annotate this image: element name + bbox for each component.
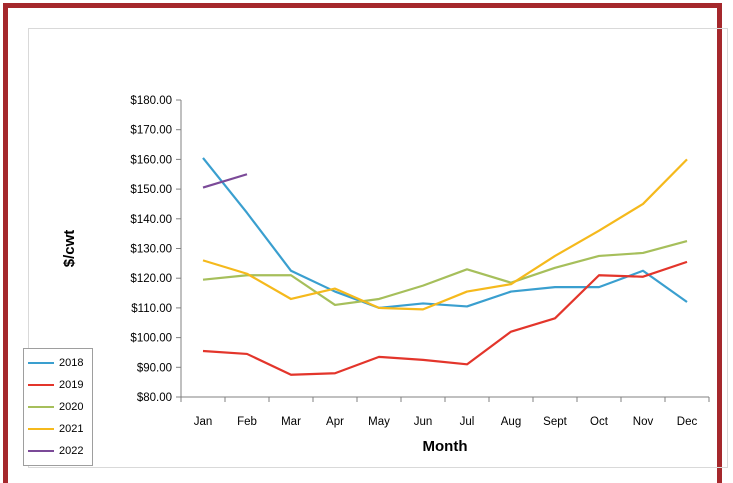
x-tick-label: Apr bbox=[326, 416, 344, 428]
legend-item-2021: 2021 bbox=[28, 419, 83, 439]
series-line-2018 bbox=[202, 157, 688, 309]
legend-label: 2022 bbox=[59, 445, 84, 457]
x-tick-label: Jun bbox=[414, 416, 433, 428]
y-tick-label: $160.00 bbox=[130, 154, 172, 166]
x-tick-label: Sept bbox=[543, 416, 567, 428]
y-tick-label: $170.00 bbox=[130, 125, 172, 137]
x-axis-title: Month bbox=[423, 438, 468, 455]
x-tick-label: Nov bbox=[633, 416, 654, 428]
y-axis-title: $/cwt bbox=[61, 230, 78, 268]
x-tick-label: Jan bbox=[194, 416, 213, 428]
y-tick-label: $150.00 bbox=[130, 184, 172, 196]
x-tick-label: Mar bbox=[281, 416, 301, 428]
x-tick-label: Dec bbox=[677, 416, 698, 428]
legend: 2018 2019 2020 2021 2022 bbox=[23, 348, 93, 466]
y-axis-ticks: $80.00 $90.00 $100.00 $110.00 $120.00 $130.00… bbox=[130, 95, 181, 404]
chart-frame bbox=[3, 3, 728, 483]
legend-item-2020: 2020 bbox=[28, 397, 83, 417]
y-tick-label: $80.00 bbox=[137, 392, 172, 404]
x-tick-label: Oct bbox=[590, 416, 609, 428]
legend-label: 2019 bbox=[59, 379, 84, 391]
legend-item-2018: 2018 bbox=[28, 353, 83, 373]
y-tick-label: $130.00 bbox=[130, 244, 172, 256]
y-tick-label: $110.00 bbox=[131, 303, 172, 315]
y-tick-label: $140.00 bbox=[130, 214, 172, 226]
legend-swatch bbox=[28, 362, 54, 364]
legend-swatch bbox=[28, 428, 54, 430]
series-lines bbox=[202, 157, 688, 376]
legend-item-2019: 2019 bbox=[28, 375, 83, 395]
series-line-2020 bbox=[202, 240, 688, 307]
legend-swatch bbox=[28, 450, 54, 452]
chart-area bbox=[28, 28, 728, 468]
x-tick-label: Jul bbox=[460, 416, 475, 428]
y-tick-label: $180.00 bbox=[130, 95, 172, 107]
legend-item-2022: 2022 bbox=[28, 441, 83, 461]
series-line-2022 bbox=[202, 173, 248, 189]
legend-label: 2021 bbox=[59, 423, 84, 435]
legend-label: 2018 bbox=[59, 357, 84, 369]
legend-swatch bbox=[28, 384, 54, 386]
x-tick-label: May bbox=[368, 416, 390, 428]
y-tick-label: $90.00 bbox=[137, 362, 172, 374]
y-tick-label: $100.00 bbox=[130, 333, 172, 345]
x-axis-ticks: Jan Feb Mar Apr May Jun Jul Aug Sept Oct Nov Dec bbox=[180, 397, 710, 428]
legend-label: 2020 bbox=[59, 401, 84, 413]
series-line-2021 bbox=[202, 158, 688, 311]
legend-swatch bbox=[28, 406, 54, 408]
x-tick-label: Aug bbox=[501, 416, 521, 428]
series-line-2019 bbox=[202, 260, 688, 376]
x-tick-label: Feb bbox=[237, 416, 257, 428]
y-tick-label: $120.00 bbox=[130, 273, 172, 285]
